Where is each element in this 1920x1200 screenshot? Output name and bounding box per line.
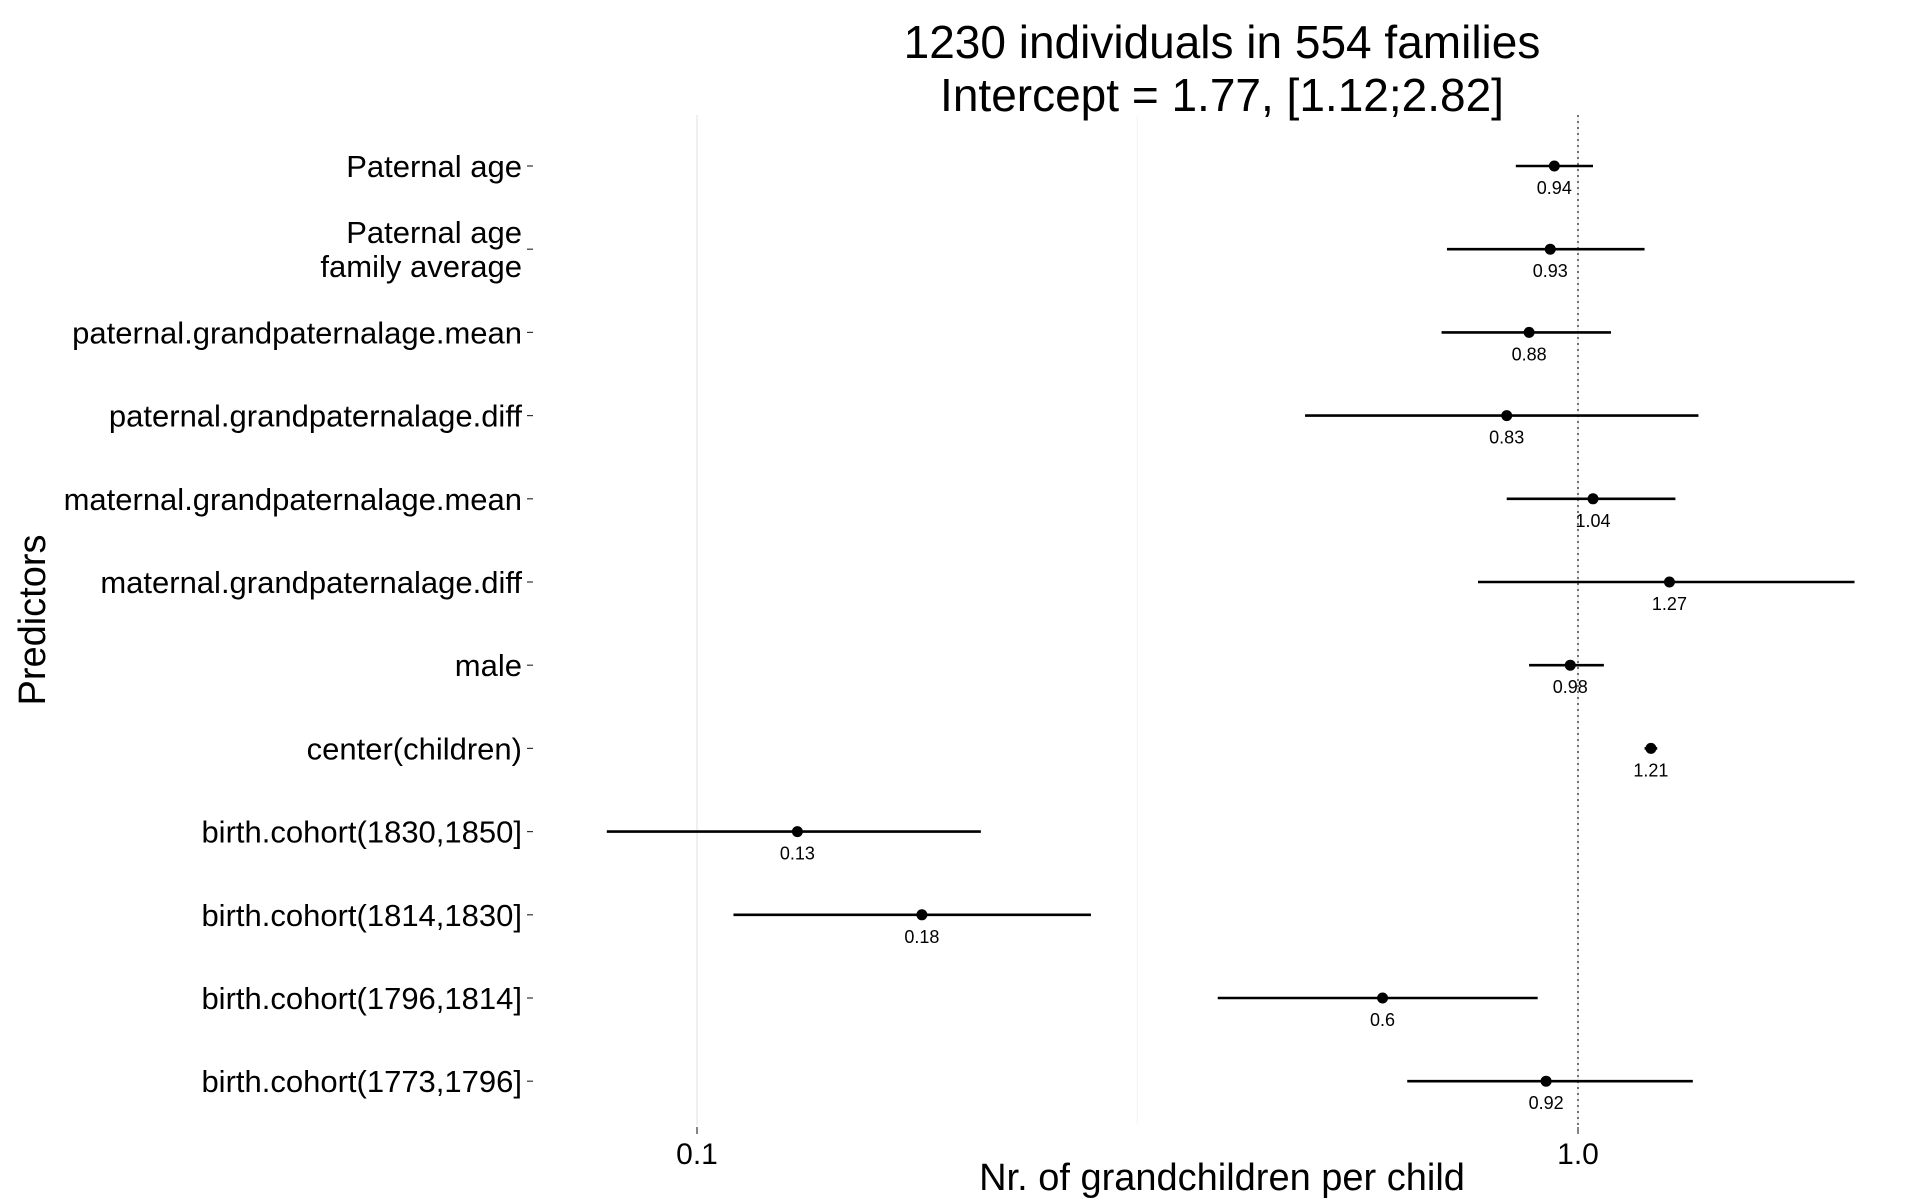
estimate-label: 0.6 (1370, 1010, 1395, 1030)
predictor-label: birth.cohort(1830,1850] (201, 815, 522, 850)
x-tick-label: 1.0 (1557, 1138, 1599, 1171)
y-axis-title: Predictors (12, 534, 54, 705)
predictor-label: maternal.grandpaternalage.mean (64, 482, 522, 517)
predictor-label: male (455, 648, 522, 683)
point-estimate (791, 826, 803, 838)
predictor-label: center(children) (307, 731, 522, 766)
point-estimate (916, 909, 928, 921)
estimate-label: 0.83 (1489, 428, 1524, 448)
estimate-label: 0.92 (1529, 1093, 1564, 1113)
grid-layer (696, 115, 1579, 1125)
predictor-row: birth.cohort(1814,1830] 0.18 (201, 898, 1091, 947)
estimate-label: 0.18 (904, 927, 939, 947)
point-estimate (1587, 493, 1599, 505)
predictor-row: male 0.98 (455, 648, 1604, 697)
estimate-label: 1.21 (1633, 760, 1668, 780)
predictor-label: birth.cohort(1796,1814] (201, 981, 522, 1016)
predictor-row: center(children) 1.21 (307, 731, 1669, 780)
predictor-label: maternal.grandpaternalage.diff (100, 565, 522, 600)
estimate-label: 0.13 (780, 844, 815, 864)
predictor-row: birth.cohort(1830,1850] 0.13 (201, 815, 981, 864)
predictor-label: birth.cohort(1814,1830] (201, 898, 522, 933)
x-axis-title: Nr. of grandchildren per child (979, 1157, 1465, 1199)
predictor-label: Paternal age (346, 149, 522, 184)
point-estimate (1501, 410, 1513, 422)
predictor-label: birth.cohort(1773,1796] (201, 1064, 522, 1099)
estimate-label: 0.98 (1553, 677, 1588, 697)
predictor-label: Paternal age (346, 215, 522, 250)
point-estimate (1377, 992, 1389, 1004)
predictor-label: paternal.grandpaternalage.diff (109, 399, 522, 434)
predictor-row: maternal.grandpaternalage.diff 1.27 (100, 565, 1855, 614)
predictor-row: maternal.grandpaternalage.mean 1.04 (64, 482, 1676, 531)
estimate-label: 0.93 (1533, 261, 1568, 281)
predictor-label: family average (320, 249, 522, 284)
point-estimate (1544, 243, 1556, 255)
chart-title-line: 1230 individuals in 554 families (904, 16, 1541, 68)
point-estimate (1564, 659, 1576, 671)
point-estimate (1645, 742, 1657, 754)
predictor-row: paternal.grandpaternalage.diff 0.83 (109, 399, 1699, 448)
point-estimate (1540, 1075, 1552, 1087)
predictor-row: Paternal age 0.94 (346, 149, 1594, 198)
predictor-row: birth.cohort(1773,1796] 0.92 (201, 1064, 1693, 1113)
point-estimate (1548, 160, 1560, 172)
estimate-label: 1.04 (1575, 511, 1610, 531)
estimate-label: 0.88 (1512, 344, 1547, 364)
predictor-row: birth.cohort(1796,1814] 0.6 (201, 981, 1538, 1030)
point-estimate (1523, 326, 1535, 338)
predictor-row: paternal.grandpaternalage.mean 0.88 (72, 315, 1611, 364)
chart-title: 1230 individuals in 554 families Intercep… (904, 16, 1541, 121)
chart-title-line: Intercept = 1.77, [1.12;2.82] (940, 69, 1504, 121)
estimate-label: 1.27 (1652, 594, 1687, 614)
x-axis: 0.1 1.0 (676, 1127, 1599, 1171)
predictor-label: paternal.grandpaternalage.mean (72, 315, 522, 350)
x-tick-label: 0.1 (676, 1138, 718, 1171)
point-estimate (1663, 576, 1675, 588)
estimate-label: 0.94 (1537, 178, 1572, 198)
